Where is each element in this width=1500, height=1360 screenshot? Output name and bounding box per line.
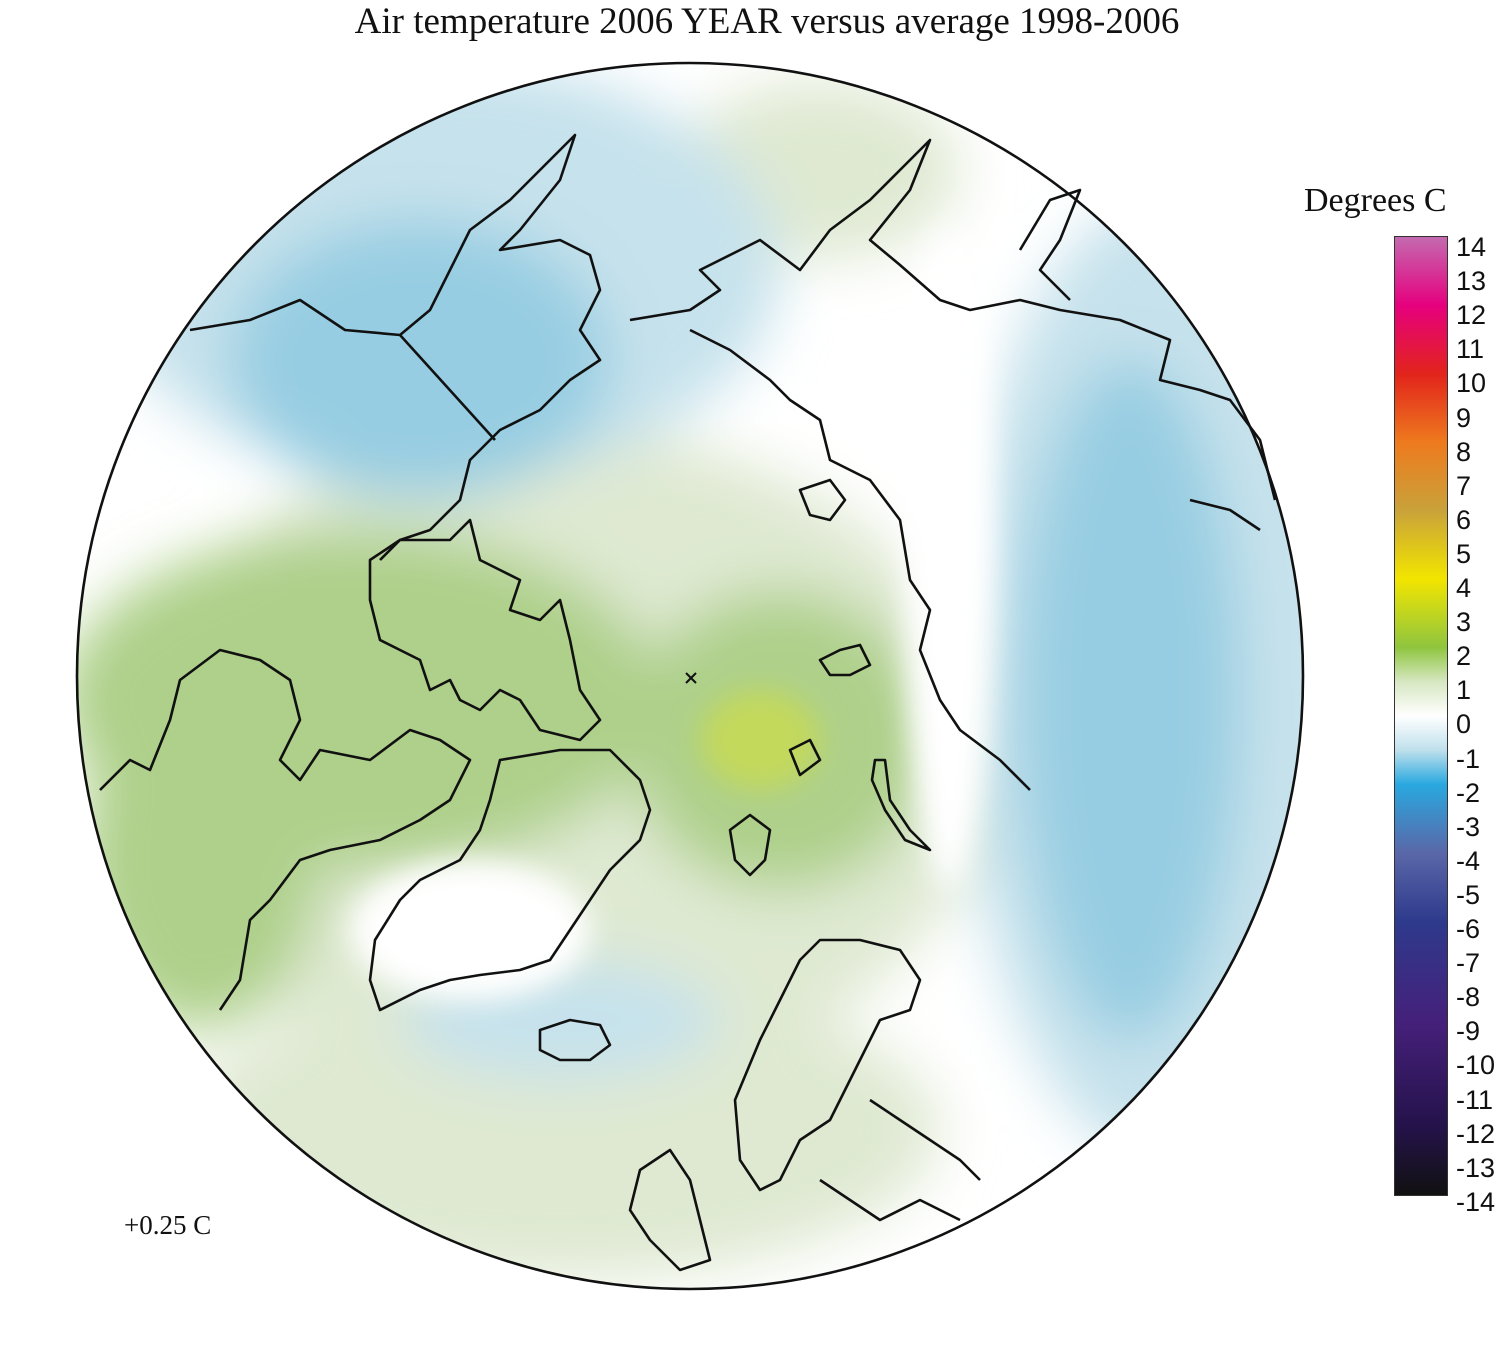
coastline-svalbard xyxy=(728,813,772,877)
anomaly-warm-hudson xyxy=(80,690,320,1030)
coastline-new-siberian xyxy=(798,478,847,522)
coastline-kamchatka xyxy=(1018,188,1082,301)
anomaly-neutral-band xyxy=(905,230,995,890)
scale-tick: 1 xyxy=(1456,675,1472,706)
mean-anomaly-label: +0.25 C xyxy=(124,1210,212,1240)
anomaly-cold-siberia xyxy=(1020,360,1240,1040)
scale-tick: 5 xyxy=(1456,538,1472,569)
legend-title: Degrees C xyxy=(1304,182,1447,219)
coastline-taimyr xyxy=(818,643,872,677)
border-alaska-canada xyxy=(399,334,496,441)
scale-tick: -8 xyxy=(1456,982,1481,1013)
coastline-siberia xyxy=(629,138,1277,501)
scale-tick: 11 xyxy=(1456,334,1485,365)
scale-tick: 3 xyxy=(1456,607,1472,638)
coastline-alaska xyxy=(189,133,602,561)
scale-tick: -4 xyxy=(1456,845,1481,876)
scale-tick: 0 xyxy=(1456,709,1472,740)
scale-tick: -11 xyxy=(1456,1084,1494,1115)
coastline-iceland xyxy=(538,1018,612,1062)
scale-tick: -2 xyxy=(1456,777,1481,808)
scale-tick: 7 xyxy=(1456,470,1472,501)
coastline-europe-south xyxy=(819,1178,961,1222)
coastline-british-isles xyxy=(628,1148,712,1272)
coastline-scandinavia xyxy=(733,938,922,1192)
scale-tick: -10 xyxy=(1456,1050,1496,1081)
scale-tick: 6 xyxy=(1456,504,1472,535)
scale-tick: -9 xyxy=(1456,1016,1481,1047)
scale-tick: -14 xyxy=(1456,1186,1496,1217)
scale-tick: 13 xyxy=(1456,266,1487,297)
scale-tick: -1 xyxy=(1456,743,1481,774)
coastline-greenland xyxy=(368,748,652,1012)
north-pole-marker xyxy=(685,672,697,684)
coastlines xyxy=(99,133,1277,1272)
scale-tick: -6 xyxy=(1456,914,1481,944)
coastline-franz-josef xyxy=(788,738,822,777)
coastline-canadian-archipelago xyxy=(368,518,602,742)
temperature-anomaly-field xyxy=(77,63,1303,1289)
coastline-siberia-north xyxy=(689,328,1031,791)
scale-tick: -13 xyxy=(1456,1152,1496,1183)
map-boundary-circle xyxy=(75,61,1305,1291)
color-scale-bar xyxy=(1394,236,1448,1196)
anomaly-cold-alaska xyxy=(230,220,610,500)
scale-tick: 10 xyxy=(1456,368,1487,399)
scale-tick: -5 xyxy=(1456,879,1481,910)
scale-tick: 4 xyxy=(1456,573,1472,603)
scale-tick: 12 xyxy=(1456,300,1487,331)
scale-tick: 8 xyxy=(1456,436,1472,467)
scale-tick: 2 xyxy=(1456,641,1472,672)
scale-tick: 9 xyxy=(1456,402,1472,433)
anomaly-neutral-greenland xyxy=(350,860,590,1000)
coastline-baltic xyxy=(869,1098,981,1181)
scale-tick: -3 xyxy=(1456,811,1481,842)
coastline-siberia-river xyxy=(1189,498,1261,532)
scale-tick: -12 xyxy=(1456,1118,1496,1149)
coastline-hudson-bay xyxy=(99,648,472,1011)
map-title: Air temperature 2006 YEAR versus average… xyxy=(354,1,1180,42)
coastline-novaya-zemlya xyxy=(870,758,932,852)
scale-tick: 14 xyxy=(1456,232,1487,262)
anomaly-hot-svalbard xyxy=(700,690,820,790)
scale-tick: -7 xyxy=(1456,948,1481,979)
